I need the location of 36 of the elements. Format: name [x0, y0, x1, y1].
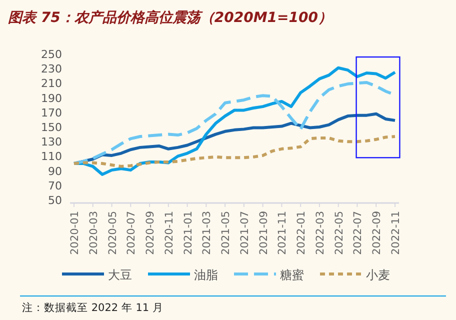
y-tick-label: 170 [41, 106, 62, 120]
y-tick-label: 150 [41, 121, 62, 134]
y-tick-label: 190 [41, 92, 62, 105]
x-tick-label: 2022-03 [314, 211, 326, 255]
y-tick-label: 110 [41, 150, 62, 164]
x-tick-label: 2020-07 [126, 211, 138, 255]
x-tick-label: 2022-09 [371, 211, 384, 255]
x-tick-label: 2020-03 [88, 211, 100, 255]
x-tick-label: 2020-11 [163, 211, 176, 255]
legend-label: 大豆 [108, 268, 132, 282]
line-series [72, 134, 396, 168]
y-tick-label: 210 [41, 77, 62, 90]
legend-label: 油脂 [194, 268, 218, 282]
x-tick-label: 2021-11 [276, 211, 289, 255]
x-tick-label: 2021-09 [258, 211, 270, 255]
legend-label: 糖蜜 [280, 268, 304, 282]
x-tick-label: 2021-05 [220, 211, 232, 255]
x-tick-label: 2022-05 [333, 211, 346, 255]
y-tick-label: 90 [48, 164, 62, 178]
x-tick-label: 2020-01 [69, 211, 81, 255]
y-tick-label: 250 [41, 48, 62, 61]
chart-title: 图表 75：农产品价格高位震荡（2020M1=100） [8, 9, 332, 26]
x-tick-label: 2022-01 [296, 211, 308, 255]
text: 注：数据截至 2022 年 11 月 [22, 301, 164, 314]
x-tick-label: 2021-03 [201, 211, 214, 255]
y-tick-label: 230 [41, 62, 62, 76]
x-tick-label: 2021-07 [238, 211, 251, 255]
y-tick-label: 70 [48, 179, 62, 192]
x-tick-label: 2022-07 [352, 211, 364, 255]
legend-label: 小麦 [366, 268, 390, 282]
x-tick-label: 2020-05 [106, 211, 119, 255]
y-tick-label: 130 [41, 136, 62, 149]
x-tick-label: 2021-01 [182, 211, 194, 255]
x-tick-label: 2022-11 [390, 211, 402, 255]
y-tick-label: 50 [48, 194, 62, 207]
x-tick-label: 2020-09 [144, 211, 157, 255]
